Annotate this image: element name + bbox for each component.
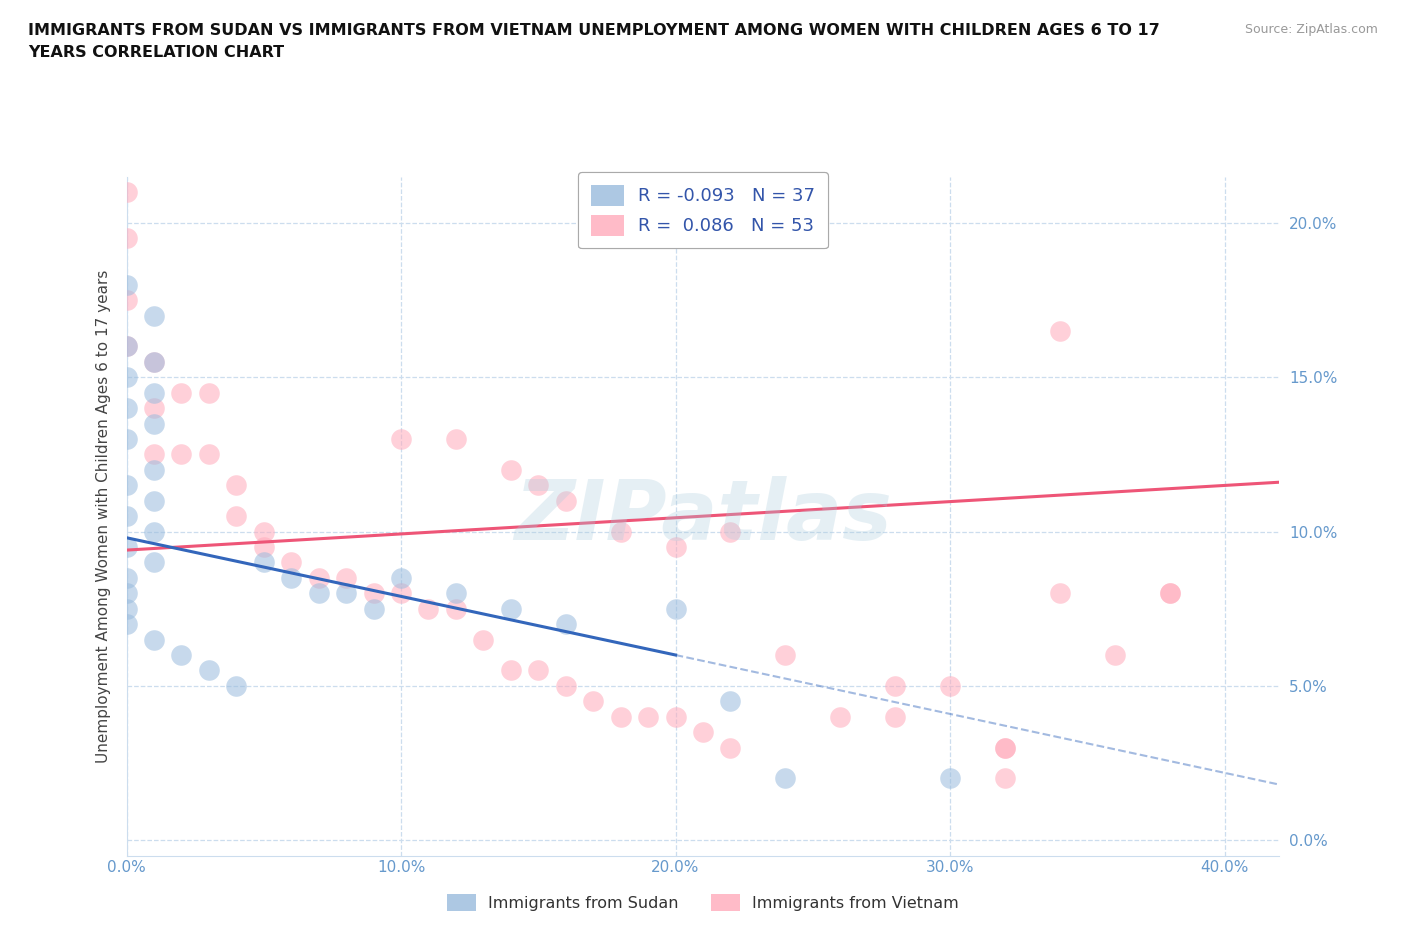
Point xyxy=(143,632,166,647)
Point xyxy=(143,385,166,400)
Point xyxy=(115,586,138,601)
Point xyxy=(1159,586,1181,601)
Point xyxy=(609,710,631,724)
Point xyxy=(115,293,138,308)
Point xyxy=(363,586,385,601)
Point xyxy=(198,447,221,462)
Point xyxy=(143,354,166,369)
Point xyxy=(1104,647,1126,662)
Point xyxy=(692,724,714,739)
Point xyxy=(115,339,138,353)
Point xyxy=(884,710,907,724)
Point xyxy=(143,308,166,323)
Text: Source: ZipAtlas.com: Source: ZipAtlas.com xyxy=(1244,23,1378,36)
Point xyxy=(418,602,440,617)
Text: YEARS CORRELATION CHART: YEARS CORRELATION CHART xyxy=(28,45,284,60)
Legend: Immigrants from Sudan, Immigrants from Vietnam: Immigrants from Sudan, Immigrants from V… xyxy=(440,888,966,917)
Point xyxy=(308,570,330,585)
Point xyxy=(994,740,1017,755)
Point xyxy=(143,354,166,369)
Point xyxy=(582,694,605,709)
Point xyxy=(775,647,797,662)
Point xyxy=(720,694,742,709)
Point xyxy=(389,432,412,446)
Point xyxy=(830,710,852,724)
Point xyxy=(499,663,522,678)
Text: IMMIGRANTS FROM SUDAN VS IMMIGRANTS FROM VIETNAM UNEMPLOYMENT AMONG WOMEN WITH C: IMMIGRANTS FROM SUDAN VS IMMIGRANTS FROM… xyxy=(28,23,1160,38)
Point xyxy=(527,663,550,678)
Point xyxy=(939,679,962,694)
Point xyxy=(308,586,330,601)
Point xyxy=(115,617,138,631)
Point xyxy=(280,555,302,570)
Point xyxy=(664,539,686,554)
Point xyxy=(444,432,467,446)
Point xyxy=(994,740,1017,755)
Text: ZIPatlas: ZIPatlas xyxy=(515,475,891,557)
Point xyxy=(115,231,138,246)
Point xyxy=(335,586,357,601)
Point xyxy=(994,771,1017,786)
Point xyxy=(499,462,522,477)
Point xyxy=(444,586,467,601)
Point xyxy=(115,539,138,554)
Point xyxy=(637,710,659,724)
Point xyxy=(115,339,138,353)
Point xyxy=(720,525,742,539)
Legend: R = -0.093   N = 37, R =  0.086   N = 53: R = -0.093 N = 37, R = 0.086 N = 53 xyxy=(578,172,828,248)
Point xyxy=(499,602,522,617)
Point xyxy=(554,679,576,694)
Point xyxy=(115,185,138,200)
Point xyxy=(1049,324,1071,339)
Point xyxy=(225,679,247,694)
Point xyxy=(143,555,166,570)
Point xyxy=(720,740,742,755)
Point xyxy=(1159,586,1181,601)
Point xyxy=(115,277,138,292)
Point xyxy=(115,401,138,416)
Point xyxy=(389,586,412,601)
Point xyxy=(363,602,385,617)
Point xyxy=(664,602,686,617)
Point xyxy=(389,570,412,585)
Point xyxy=(143,525,166,539)
Point xyxy=(472,632,495,647)
Point xyxy=(225,509,247,524)
Point xyxy=(225,478,247,493)
Point xyxy=(198,663,221,678)
Point xyxy=(527,478,550,493)
Point xyxy=(280,570,302,585)
Point xyxy=(664,710,686,724)
Y-axis label: Unemployment Among Women with Children Ages 6 to 17 years: Unemployment Among Women with Children A… xyxy=(96,270,111,763)
Point xyxy=(775,771,797,786)
Point xyxy=(115,602,138,617)
Point xyxy=(143,493,166,508)
Point xyxy=(143,447,166,462)
Point xyxy=(143,416,166,431)
Point xyxy=(170,647,193,662)
Point xyxy=(170,447,193,462)
Point xyxy=(143,401,166,416)
Point xyxy=(115,570,138,585)
Point xyxy=(115,509,138,524)
Point xyxy=(253,555,276,570)
Point xyxy=(115,370,138,385)
Point xyxy=(884,679,907,694)
Point xyxy=(554,617,576,631)
Point xyxy=(115,432,138,446)
Point xyxy=(939,771,962,786)
Point xyxy=(609,525,631,539)
Point xyxy=(1049,586,1071,601)
Point xyxy=(253,539,276,554)
Point xyxy=(444,602,467,617)
Point xyxy=(115,478,138,493)
Point xyxy=(253,525,276,539)
Point xyxy=(554,493,576,508)
Point xyxy=(198,385,221,400)
Point xyxy=(335,570,357,585)
Point xyxy=(143,462,166,477)
Point xyxy=(170,385,193,400)
